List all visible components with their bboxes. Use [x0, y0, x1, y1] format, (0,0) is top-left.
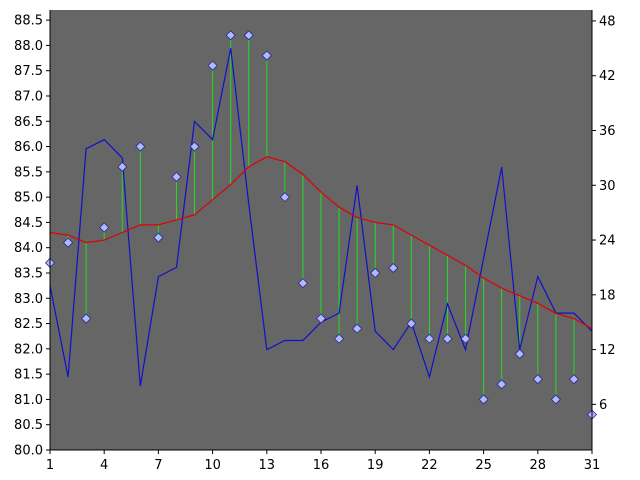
x-tick-label: 4 — [100, 458, 108, 473]
left-tick-label: 83.5 — [14, 266, 43, 281]
scatter-point — [532, 374, 543, 385]
right-tick-label: 30 — [599, 179, 616, 194]
scatter-point — [225, 30, 236, 41]
x-tick-label: 10 — [204, 458, 221, 473]
left-tick-label: 86.5 — [14, 115, 43, 130]
x-tick-label: 1 — [46, 458, 54, 473]
left-tick-label: 86.0 — [14, 140, 43, 155]
scatter-point — [550, 394, 561, 405]
scatter-point — [189, 141, 200, 152]
left-tick-label: 82.5 — [14, 317, 43, 332]
scatter-point — [370, 267, 381, 279]
left-tick-label: 84.5 — [14, 216, 43, 231]
scatter-point — [496, 379, 507, 390]
right-tick-label: 6 — [599, 398, 607, 413]
drop-lines — [49, 35, 593, 415]
right-tick-label: 48 — [599, 14, 616, 29]
scatter-point — [352, 323, 363, 334]
left-tick-label: 85.5 — [14, 165, 43, 180]
right-tick-label: 36 — [599, 124, 616, 139]
x-tick-label: 22 — [421, 458, 438, 473]
scatter-point — [334, 333, 345, 344]
x-tick-label: 28 — [530, 458, 547, 473]
scatter-point — [207, 60, 218, 71]
right-tick-label: 24 — [599, 234, 616, 249]
left-tick-label: 81.5 — [14, 368, 43, 383]
scatter-point — [153, 232, 164, 243]
scatter-point — [315, 313, 327, 324]
left-tick-label: 83.0 — [14, 292, 43, 307]
left-tick-label: 80.5 — [14, 418, 43, 433]
scatter-point — [442, 333, 453, 344]
left-tick-label: 85.0 — [14, 191, 43, 206]
x-tick-label: 31 — [584, 458, 601, 473]
scatter-point — [568, 374, 579, 385]
right-tick-label: 42 — [599, 69, 616, 84]
left-tick-label: 81.0 — [14, 393, 43, 408]
scatter-point — [171, 171, 182, 182]
left-axis-ticks: 80.0 80.5 81.0 81.5 82.0 82.5 83.0 83.5 84.0 84.5… — [14, 14, 50, 459]
scatter-point — [460, 333, 471, 344]
scatter-point — [81, 313, 92, 324]
x-tick-label: 7 — [154, 458, 162, 473]
scatter-point — [117, 161, 128, 172]
scatter-point — [424, 333, 435, 344]
scatter-point — [514, 348, 525, 359]
x-axis-ticks: 1 4 7 10 13 16 19 22 25 28 31 — [46, 450, 600, 473]
left-tick-label: 88.0 — [14, 39, 43, 54]
scatter-point — [406, 318, 417, 329]
right-tick-label: 18 — [599, 288, 616, 303]
x-tick-label: 16 — [313, 458, 330, 473]
x-tick-label: 19 — [367, 458, 384, 473]
scatter-point — [279, 192, 290, 203]
left-tick-label: 84.0 — [14, 241, 43, 256]
x-tick-label: 13 — [259, 458, 276, 473]
left-tick-label: 80.0 — [14, 444, 43, 459]
x-tick-label: 25 — [475, 458, 492, 473]
right-axis-ticks: 6 12 18 24 30 36 42 48 — [592, 14, 616, 413]
scatter-point — [297, 278, 308, 289]
left-tick-label: 88.5 — [14, 14, 43, 29]
scatter-point — [243, 30, 254, 41]
marker-layer — [44, 30, 598, 420]
scatter-point — [478, 394, 489, 405]
left-tick-label: 82.0 — [14, 342, 43, 357]
scatter-point — [135, 141, 146, 152]
scatter-point — [99, 222, 110, 233]
moving-average-line-series — [49, 156, 593, 330]
scatter-point — [63, 237, 74, 248]
right-tick-label: 12 — [599, 343, 616, 358]
left-tick-label: 87.5 — [14, 64, 43, 79]
scatter-point — [261, 50, 272, 61]
left-tick-label: 87.0 — [14, 89, 43, 104]
scatter-point — [388, 262, 399, 273]
